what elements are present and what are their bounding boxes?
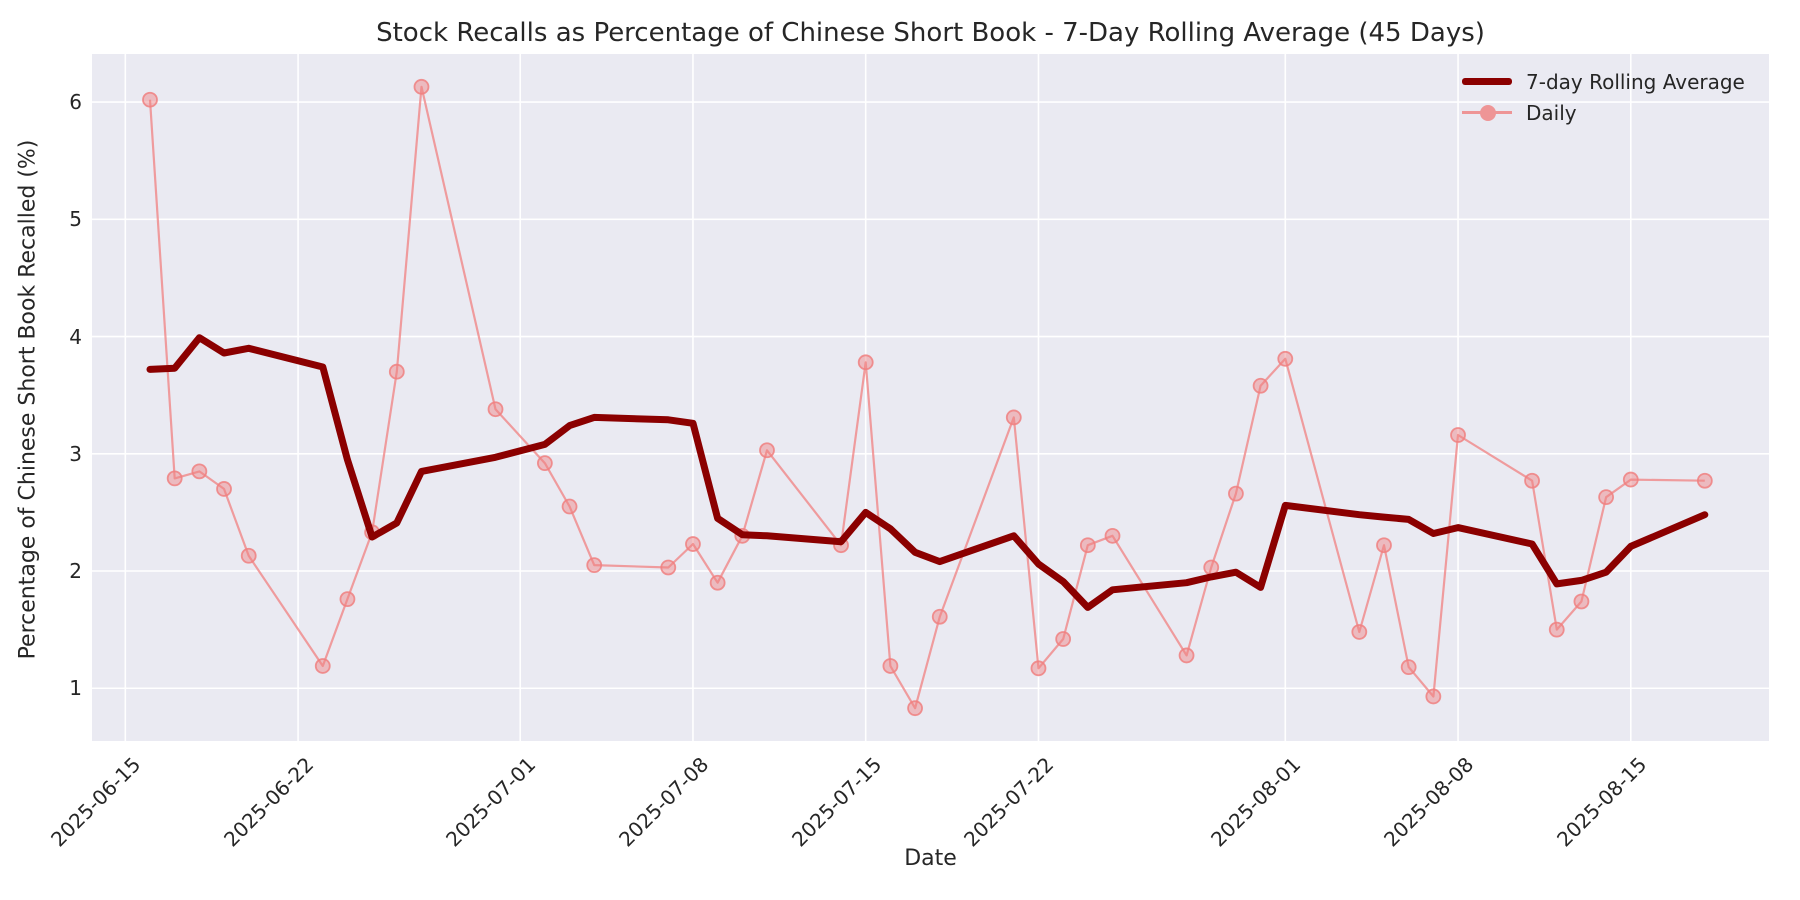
x-axis-label: Date — [904, 846, 957, 871]
daily-marker — [166, 470, 183, 487]
daily-marker — [1598, 489, 1615, 506]
daily-marker — [142, 91, 158, 108]
daily-marker — [1079, 537, 1096, 554]
legend: 7-day Rolling Average Daily — [1462, 66, 1745, 128]
daily-marker — [413, 78, 430, 95]
daily-marker — [1425, 688, 1442, 705]
daily-marker — [216, 481, 232, 497]
chart-title: Stock Recalls as Percentage of Chinese S… — [376, 18, 1485, 48]
daily-marker — [660, 559, 677, 576]
daily-marker — [1573, 593, 1590, 610]
daily-marker — [1030, 660, 1047, 677]
daily-marker — [1351, 624, 1368, 640]
rolling-average-line — [146, 334, 1709, 611]
daily-marker — [240, 547, 257, 564]
y-tick-label: 1 — [69, 676, 82, 701]
daily-marker — [907, 700, 923, 717]
daily-marker — [487, 401, 504, 418]
daily-marker — [1376, 537, 1392, 554]
plot-area — [92, 54, 1769, 741]
y-tick-label: 2 — [69, 559, 82, 583]
daily-marker — [586, 557, 603, 574]
daily-marker — [314, 658, 331, 674]
daily-marker — [536, 455, 553, 472]
daily-marker — [1203, 559, 1220, 576]
legend-item-rolling: 7-day Rolling Average — [1462, 66, 1745, 97]
daily-marker — [1450, 427, 1466, 443]
daily-marker — [857, 354, 874, 371]
daily-line — [148, 85, 1705, 710]
y-tick-label: 3 — [69, 441, 82, 466]
daily-marker — [1524, 472, 1540, 489]
daily-marker — [388, 363, 405, 380]
daily-marker — [339, 591, 356, 608]
y-tick-label: 5 — [69, 207, 82, 232]
legend-label-rolling: 7-day Rolling Average — [1526, 69, 1745, 94]
y-tick-label: 6 — [69, 90, 82, 115]
daily-marker — [1622, 471, 1639, 488]
daily-marker — [1696, 472, 1713, 489]
daily-marker — [882, 658, 899, 674]
daily-marker — [1005, 409, 1022, 426]
daily-marker — [561, 498, 578, 515]
daily-marker — [759, 442, 775, 459]
y-tick-label: 4 — [69, 324, 82, 349]
daily-marker — [1055, 631, 1072, 647]
legend-label-daily: Daily — [1526, 100, 1577, 125]
daily-marker — [1400, 659, 1417, 676]
rolling-average-swatch-icon — [1462, 78, 1512, 85]
daily-marker — [685, 536, 701, 552]
daily-marker — [1228, 485, 1244, 502]
daily-marker — [709, 574, 726, 591]
daily-marker — [191, 463, 208, 480]
daily-marker — [1104, 527, 1121, 544]
daily-marker — [1178, 647, 1195, 664]
daily-marker — [1252, 377, 1269, 394]
legend-item-daily: Daily — [1462, 97, 1745, 128]
daily-marker — [1277, 350, 1294, 367]
daily-marker — [1548, 621, 1565, 638]
daily-marker — [931, 608, 948, 625]
daily-swatch-icon — [1462, 105, 1512, 122]
y-axis-label: Percentage of Chinese Short Book Recalle… — [15, 139, 41, 660]
